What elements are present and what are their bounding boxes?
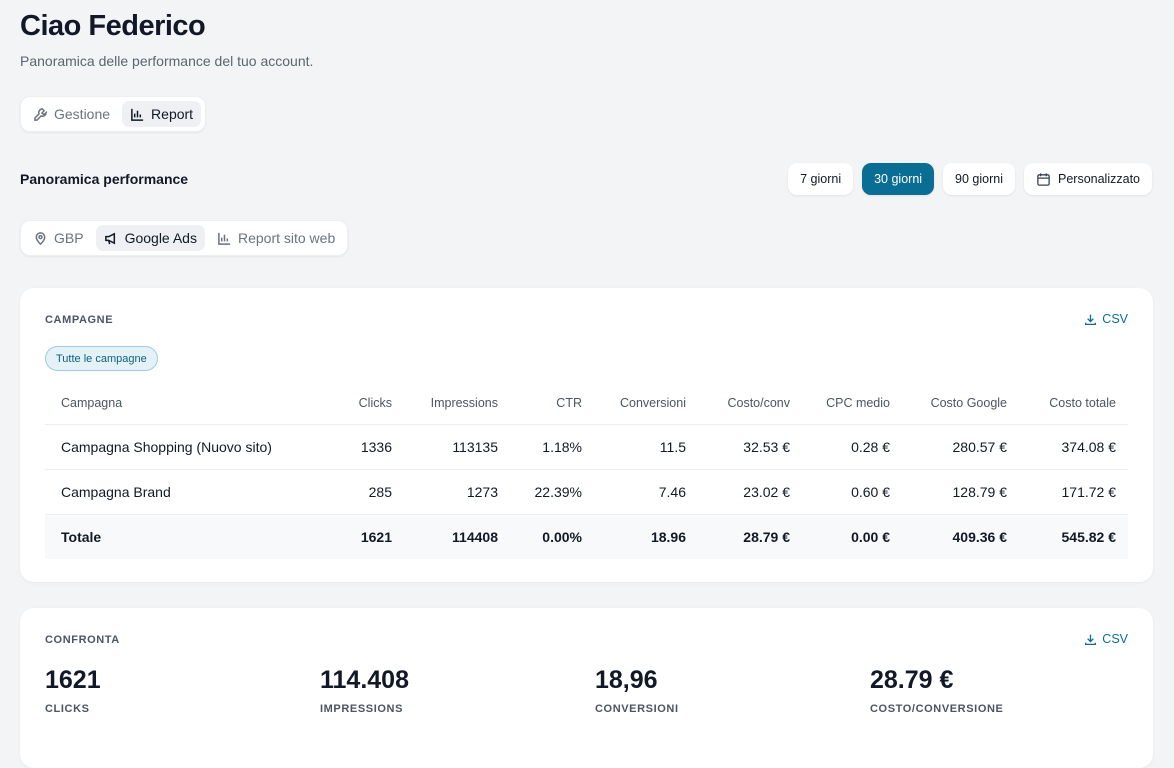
column-header: Costo totale: [1049, 395, 1116, 410]
table-row: Campagna Brand 285 1273 22.39% 7.46 23.02 €0.…: [45, 468, 1128, 514]
table-cell: 285: [335, 468, 404, 514]
table-cell: 1621: [335, 513, 404, 559]
metric: 18,96 CONVERSIONI: [595, 666, 870, 715]
csv-label: CSV: [1102, 632, 1128, 646]
table-cell: 18.96: [594, 513, 698, 559]
card-label: CAMPAGNE: [45, 314, 114, 326]
campaigns-table: Campagna Clicks Impressions CTR Conversioni C…: [45, 382, 1128, 559]
column-header: Clicks: [358, 395, 392, 410]
tab-label: Gestione: [54, 106, 111, 122]
range-label: 90 giorni: [955, 172, 1003, 186]
table-cell: 128.79 €: [902, 468, 1019, 514]
table-cell: 22.39%: [510, 468, 594, 514]
csv-button[interactable]: CSV: [1084, 632, 1128, 646]
range-label: 30 giorni: [874, 172, 923, 186]
range-button[interactable]: 30 giorni: [862, 163, 935, 195]
range-selector: 7 giorni 30 giorni 90 giorni Personalizz…: [788, 163, 1152, 195]
metric-label: CONVERSIONI: [595, 703, 679, 715]
range-button[interactable]: 90 giorni: [943, 163, 1015, 195]
metric-label: IMPRESSIONS: [320, 703, 404, 715]
campaigns-card: CAMPAGNE CSV Tutte le campagne Campagna C…: [20, 288, 1153, 582]
metric-label: CLICKS: [45, 703, 90, 715]
tab-label: Report: [151, 106, 194, 122]
tab[interactable]: Report sito web: [209, 225, 343, 251]
metric-value: 28.79 €: [870, 666, 954, 694]
column-header: Impressions: [430, 395, 498, 410]
tab-label: GBP: [54, 230, 84, 246]
table-cell: 280.57 €: [902, 423, 1019, 469]
range-button[interactable]: 7 giorni: [788, 163, 854, 195]
column-header: CPC medio: [826, 395, 890, 410]
column-header: Costo Google: [930, 395, 1007, 410]
table-cell: 23.02 €: [698, 468, 802, 514]
table-cell: 374.08 €: [1019, 423, 1128, 469]
tab[interactable]: Gestione: [25, 101, 118, 127]
tab[interactable]: Report: [122, 101, 202, 127]
csv-button[interactable]: CSV: [1084, 312, 1128, 326]
tab[interactable]: GBP: [25, 225, 92, 251]
table-row: Campagna Shopping (Nuovo sito) 1336 113135…: [45, 423, 1128, 469]
metric-label: COSTO/CONVERSIONE: [870, 703, 1004, 715]
total-row: Totale 1621 114408 0.00% 18.96 28.79 €0.00 €4…: [45, 513, 1128, 559]
range-label: 7 giorni: [800, 172, 842, 186]
card-label: CONFRONTA: [45, 634, 120, 646]
table-cell: Totale: [45, 513, 335, 559]
table-cell: Campagna Brand: [45, 468, 335, 514]
source-tabs: GBP Google Ads Report sito web: [20, 220, 349, 256]
table-cell: 409.36 €: [902, 513, 1019, 559]
table-cell: 545.82 €: [1019, 513, 1128, 559]
table-cell: 1.18%: [510, 423, 594, 469]
tab-label: Google Ads: [124, 230, 197, 246]
table-cell: 1273: [404, 468, 510, 514]
tab[interactable]: Google Ads: [95, 225, 205, 251]
column-header: Costo/conv: [727, 395, 790, 410]
page: Dashboard {"header":{"title":"Ciao Feder…: [20, 10, 1153, 768]
csv-label: CSV: [1102, 312, 1128, 326]
main-tabs: Gestione Report: [20, 96, 207, 132]
filter-chip[interactable]: Tutte le campagne: [45, 346, 158, 371]
table-cell: 0.00%: [510, 513, 594, 559]
table-cell: 28.79 €: [698, 513, 802, 559]
table-cell: 0.28 €: [802, 423, 902, 469]
metric-value: 1621: [45, 666, 101, 694]
metric-value: 18,96: [595, 666, 658, 694]
table-cell: 32.53 €: [698, 423, 802, 469]
compare-card: CONFRONTA CSV 1621 CLICKS 114.408 IMPRESSIO…: [20, 608, 1153, 768]
table-cell: 113135: [404, 423, 510, 469]
range-label: Personalizzato: [1058, 172, 1140, 186]
table-cell: 11.5: [594, 423, 698, 469]
column-header: Conversioni: [619, 395, 686, 410]
table-cell: 171.72 €: [1019, 468, 1128, 514]
column-header: Campagna: [61, 395, 123, 410]
table-cell: 7.46: [594, 468, 698, 514]
metric: 114.408 IMPRESSIONS: [320, 666, 595, 715]
section-title: Panoramica performance: [20, 171, 189, 187]
range-button[interactable]: Personalizzato: [1024, 163, 1152, 195]
page-subtitle: Panoramica delle performance del tuo acc…: [20, 53, 314, 69]
table-cell: 114408: [404, 513, 510, 559]
table-cell: Campagna Shopping (Nuovo sito): [45, 423, 335, 469]
header-row: Campagna Clicks Impressions CTR Conversioni C…: [45, 382, 1128, 424]
table-cell: 1336: [335, 423, 404, 469]
metric: 28.79 € COSTO/CONVERSIONE: [870, 666, 1145, 715]
table-cell: 0.00 €: [802, 513, 902, 559]
metric: 1621 CLICKS: [45, 666, 320, 715]
tab-label: Report sito web: [237, 230, 336, 246]
column-header: CTR: [556, 395, 582, 410]
page-title: Ciao Federico: [20, 10, 206, 42]
metric-value: 114.408: [320, 666, 409, 694]
table-cell: 0.60 €: [802, 468, 902, 514]
dashboard: Ciao Federico Panoramica delle performan…: [20, 10, 1153, 768]
